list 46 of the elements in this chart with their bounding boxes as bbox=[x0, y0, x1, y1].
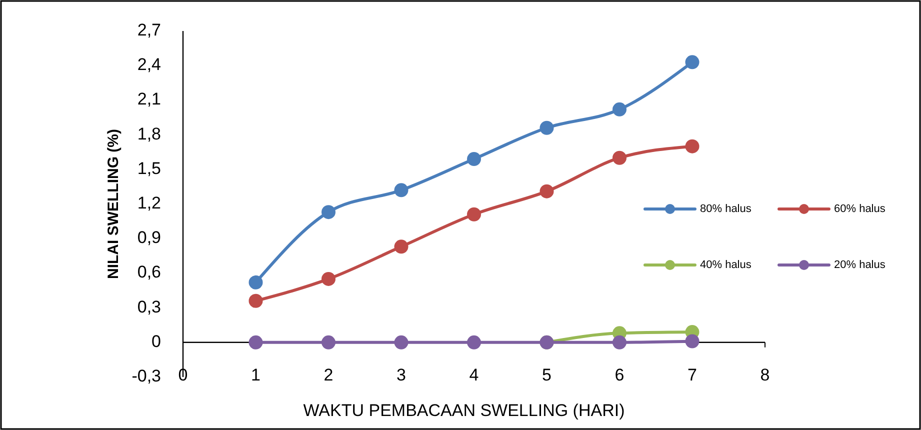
point bbox=[612, 335, 626, 350]
y-tick-label: 2,1 bbox=[137, 90, 161, 109]
point bbox=[248, 275, 263, 290]
x-tick-label: 0 bbox=[178, 365, 188, 384]
legend-label: 60% halus bbox=[834, 202, 886, 215]
point bbox=[248, 335, 263, 350]
x-tick-label: 4 bbox=[469, 365, 479, 384]
y-tick-label: 0,3 bbox=[137, 297, 161, 316]
point bbox=[322, 335, 336, 350]
y-tick-label: 1,8 bbox=[137, 124, 161, 144]
point bbox=[612, 102, 626, 116]
y-tick-label: 0,6 bbox=[137, 262, 161, 282]
point bbox=[394, 183, 408, 198]
point bbox=[394, 240, 408, 254]
x-tick-label: 3 bbox=[396, 365, 406, 384]
y-tick-label: 2,4 bbox=[137, 55, 161, 74]
y-tick-label: 0,9 bbox=[137, 228, 161, 248]
point bbox=[540, 184, 554, 198]
legend-label: 80% halus bbox=[700, 202, 752, 215]
x-tick-label: 8 bbox=[760, 365, 770, 384]
y-tick-label: -0,3 bbox=[132, 366, 161, 386]
x-tick-label: 6 bbox=[614, 365, 624, 384]
point bbox=[467, 335, 481, 350]
point bbox=[467, 207, 481, 222]
point bbox=[540, 120, 554, 135]
y-tick-label: 1,5 bbox=[137, 158, 161, 178]
point bbox=[467, 152, 481, 166]
point bbox=[685, 55, 700, 70]
y-axis-title: NILAI SWELLING (%) bbox=[105, 129, 122, 279]
x-axis-title: WAKTU PEMBACAAN SWELLING (HARI) bbox=[303, 401, 625, 420]
legend-label: 40% halus bbox=[700, 258, 752, 271]
point bbox=[612, 150, 626, 165]
point bbox=[685, 139, 700, 154]
point bbox=[394, 335, 408, 350]
y-tick-label: 2,7 bbox=[137, 20, 161, 40]
x-tick-label: 1 bbox=[251, 365, 260, 384]
x-tick-label: 7 bbox=[688, 365, 697, 384]
point bbox=[322, 205, 336, 220]
y-tick-label: 0 bbox=[152, 332, 161, 351]
point bbox=[248, 294, 263, 308]
x-tick-label: 2 bbox=[324, 365, 334, 384]
y-tick-label: 1,2 bbox=[137, 193, 161, 212]
x-tick-label: 5 bbox=[542, 365, 552, 384]
point bbox=[322, 272, 336, 286]
point bbox=[685, 334, 700, 348]
legend-label: 20% halus bbox=[834, 258, 886, 271]
